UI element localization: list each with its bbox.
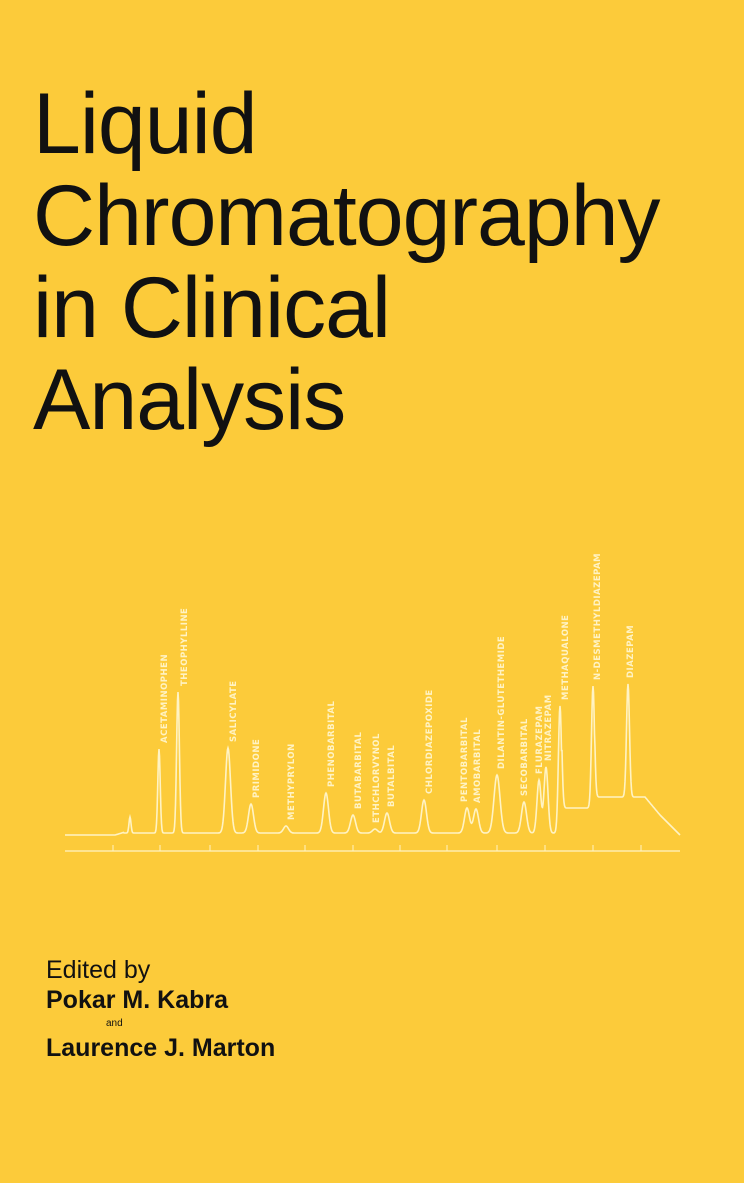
peak-label: DIAZEPAM: [626, 625, 636, 678]
peak-label: DILANTIN-GLUTETHEMIDE: [497, 636, 507, 769]
title-line: Chromatography: [33, 168, 661, 264]
edited-by: Edited by: [46, 956, 151, 984]
peak-label: N-DESMETHYLDIAZEPAM: [593, 553, 603, 680]
peak-label: SALICYLATE: [229, 680, 239, 742]
peak-label: METHYPRYLON: [287, 743, 297, 820]
peak-label: METHAQUALONE: [561, 615, 571, 700]
book-title: Liquid Chromatography in Clinical Analys…: [33, 76, 661, 448]
peak-label: CHLORDIAZEPOXIDE: [425, 689, 435, 794]
peak-label: BUTALBITAL: [387, 745, 397, 807]
peak-label: FLURAZEPAM: [535, 706, 545, 774]
peak-label: PHENOBARBITAL: [327, 701, 337, 787]
peak-label: SECOBARBITAL: [520, 718, 530, 796]
peak-label: BUTABARBITAL: [354, 731, 364, 809]
and-text: and: [106, 1018, 123, 1029]
title-line: Analysis: [33, 352, 346, 448]
title-line: in Clinical: [33, 260, 391, 356]
chromatogram-trace: [65, 683, 681, 836]
peak-label: THEOPHYLLINE: [180, 608, 190, 686]
peak-label: ACETAMINOPHEN: [160, 654, 170, 743]
peak-label: PENTOBARBITAL: [460, 717, 470, 802]
editor-name: Pokar M. Kabra: [46, 986, 229, 1014]
credits: Edited by Pokar M. Kabra and Laurence J.…: [46, 955, 275, 1063]
peak-label: NITRAZEPAM: [544, 694, 554, 761]
title-line: Liquid: [33, 76, 258, 172]
peak-label: AMOBARBITAL: [473, 729, 483, 803]
peak-label: PRIMIDONE: [252, 739, 262, 798]
editor-name: Laurence J. Marton: [46, 1034, 276, 1062]
peak-label: ETHCHLORVYNOL: [372, 733, 382, 823]
